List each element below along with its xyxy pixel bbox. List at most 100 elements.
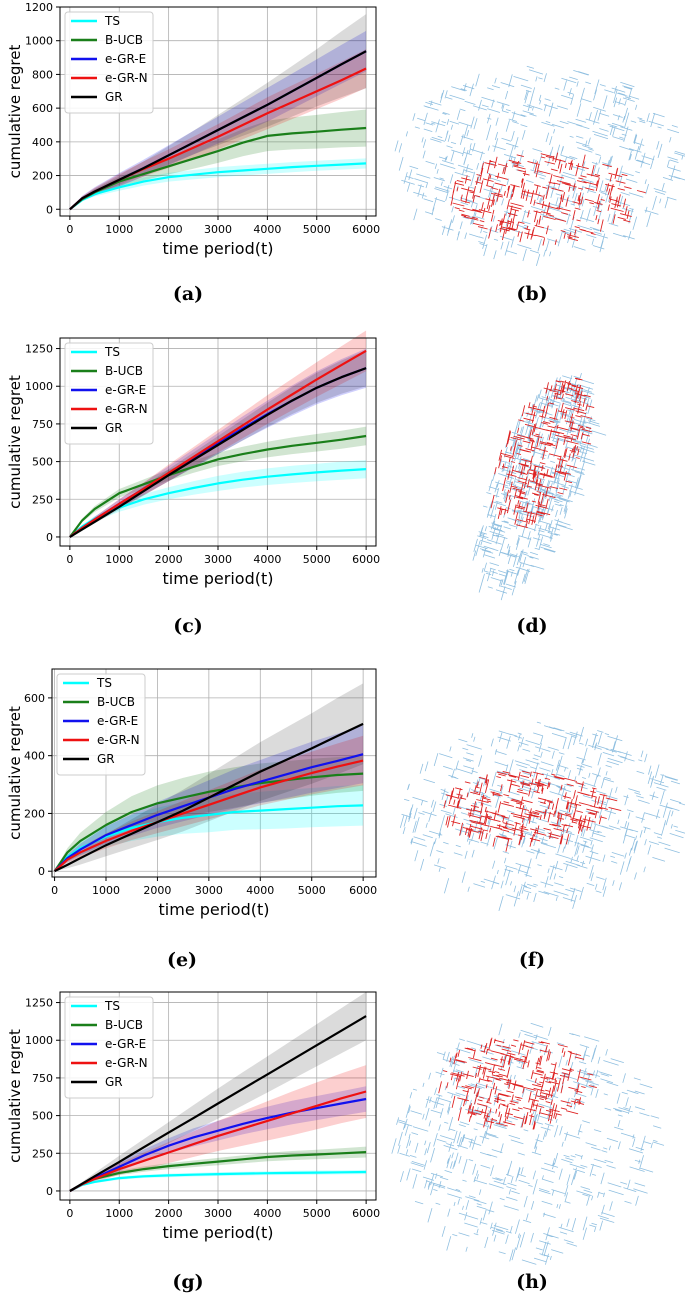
series-line-ts xyxy=(69,1170,367,1192)
charts-layer: 0 1000 2000 3000 4000 5000 6000020040060080010… xyxy=(6,1,380,1242)
highlighted-subnetwork xyxy=(443,770,622,852)
confidence-band-b-ucb xyxy=(69,426,367,537)
y-tick-label: 500 xyxy=(32,1110,53,1123)
y-tick-label: 1250 xyxy=(25,997,53,1010)
series-line-gr xyxy=(69,50,367,211)
series-line-gr xyxy=(69,1015,367,1192)
x-tick-label: 5000 xyxy=(303,553,331,566)
x-tick-label: 6000 xyxy=(349,884,377,897)
highlighted-subnetwork xyxy=(450,152,646,246)
caption-b: (b) xyxy=(516,283,547,305)
y-tick-label: 1000 xyxy=(25,1034,53,1047)
confidence-band-ts xyxy=(69,158,367,210)
legend-box xyxy=(64,11,154,114)
x-tick-label: 5000 xyxy=(298,884,326,897)
x-tick-label: 0 xyxy=(66,1207,73,1220)
confidence-band-b-ucb xyxy=(54,756,364,872)
legend-label-e-gr-e: e-GR-E xyxy=(105,52,146,66)
x-tick-label: 6000 xyxy=(352,1207,380,1220)
x-tick-label: 2000 xyxy=(155,1207,183,1220)
y-tick-label: 0 xyxy=(38,865,45,878)
maps-layer xyxy=(391,65,685,1265)
series-line-b-ucb xyxy=(53,772,364,872)
series-line-gr xyxy=(69,367,367,538)
x-tick-label: 1000 xyxy=(105,553,133,566)
y-tick-label: 600 xyxy=(32,102,53,115)
x-axis-label: time period(t) xyxy=(163,1223,274,1242)
caption-f: (f) xyxy=(519,949,545,971)
y-tick-label: 400 xyxy=(32,136,53,149)
caption-h: (h) xyxy=(516,1271,548,1293)
legend-label-e-gr-e: e-GR-E xyxy=(97,714,138,728)
y-tick-label: 750 xyxy=(32,1072,53,1085)
chart-2: 0 1000 2000 3000 4000 5000 6000 0 250 500 750 1000 1… xyxy=(6,330,380,588)
legend-label-b-ucb: B-UCB xyxy=(97,695,135,709)
confidence-band-gr xyxy=(69,992,367,1191)
y-tick-label: 500 xyxy=(32,456,53,469)
y-axis-label: cumulative regret xyxy=(6,45,24,179)
legend-label-e-gr-n: e-GR-N xyxy=(105,1056,148,1070)
x-tick-label: 4000 xyxy=(253,553,281,566)
legend-label-ts: TS xyxy=(104,14,120,28)
confidence-band-ts xyxy=(69,1169,367,1191)
legend-box xyxy=(64,996,154,1099)
y-tick-label: 0 xyxy=(46,531,53,544)
series-line-b-ucb xyxy=(69,434,367,538)
y-tick-label: 1000 xyxy=(25,380,53,393)
x-tick-label: 0 xyxy=(66,223,73,236)
x-tick-label: 1000 xyxy=(105,1207,133,1220)
legend-label-e-gr-e: e-GR-E xyxy=(105,383,146,397)
legend-label-e-gr-n: e-GR-N xyxy=(105,402,148,416)
x-tick-label: 2000 xyxy=(143,884,171,897)
confidence-band-e-gr-n xyxy=(69,330,367,537)
legend-label-gr: GR xyxy=(105,90,123,104)
series-line-e-gr-n xyxy=(53,759,364,873)
x-axis-label: time period(t) xyxy=(159,900,270,919)
confidence-band-ts xyxy=(69,460,367,537)
y-tick-label: 0 xyxy=(46,203,53,216)
x-tick-label: 3000 xyxy=(195,884,223,897)
x-axis-label: time period(t) xyxy=(163,569,274,588)
caption-d: (d) xyxy=(516,615,547,637)
street-network xyxy=(394,65,685,267)
map-d xyxy=(472,372,607,601)
legend-box xyxy=(56,673,146,776)
legend-label-gr: GR xyxy=(97,752,115,766)
x-tick-label: 4000 xyxy=(246,884,274,897)
confidence-band-b-ucb xyxy=(69,1146,367,1191)
y-axis-label: cumulative regret xyxy=(6,375,24,509)
x-tick-label: 1000 xyxy=(92,884,120,897)
x-tick-label: 3000 xyxy=(204,1207,232,1220)
chart-1: 0 1000 2000 3000 4000 5000 6000 0 200 400 600 800 10… xyxy=(6,1,380,258)
confidence-band-e-gr-n xyxy=(54,735,364,872)
street-network xyxy=(391,1022,665,1265)
series-line-e-gr-e xyxy=(53,753,364,872)
confidence-band-ts xyxy=(54,785,364,872)
x-tick-label: 3000 xyxy=(204,553,232,566)
series-line-gr xyxy=(54,722,364,873)
legend-label-gr: GR xyxy=(105,1075,123,1089)
plot-frame xyxy=(51,668,377,878)
y-tick-label: 1000 xyxy=(25,35,53,48)
map-b xyxy=(394,65,685,267)
confidence-band-e-gr-e xyxy=(69,30,367,210)
y-axis-label: cumulative regret xyxy=(6,1029,24,1163)
legend-label-b-ucb: B-UCB xyxy=(105,33,143,47)
x-tick-label: 5000 xyxy=(303,1207,331,1220)
series-line-ts xyxy=(69,162,367,211)
chart-4: 0 1000 2000 3000 4000 5000 6000 0 250 500 750 1000 1… xyxy=(6,991,380,1242)
x-tick-label: 3000 xyxy=(204,223,232,236)
x-tick-label: 4000 xyxy=(253,1207,281,1220)
confidence-band-e-gr-n xyxy=(69,1065,367,1191)
legend-label-gr: GR xyxy=(105,421,123,435)
y-tick-label: 750 xyxy=(32,418,53,431)
legend-label-b-ucb: B-UCB xyxy=(105,364,143,378)
y-tick-label: 250 xyxy=(32,1147,53,1160)
legend-box xyxy=(64,342,154,445)
y-tick-label: 250 xyxy=(32,493,53,506)
legend-label-e-gr-n: e-GR-N xyxy=(97,733,140,747)
x-tick-label: 2000 xyxy=(155,553,183,566)
caption-a: (a) xyxy=(173,283,203,305)
y-tick-label: 1250 xyxy=(25,343,53,356)
highlighted-subnetwork xyxy=(490,377,595,529)
